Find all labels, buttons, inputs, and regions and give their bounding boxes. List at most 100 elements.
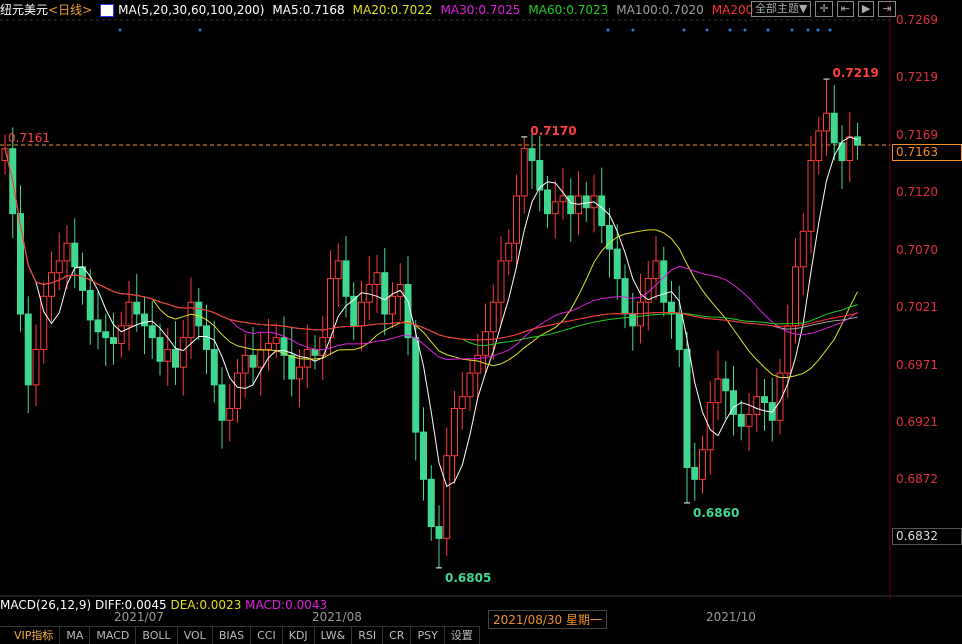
chart-icon [100, 4, 115, 17]
price-tick: 0.7120 [896, 185, 938, 199]
play-icon[interactable]: ▶ [857, 1, 875, 17]
candle-body [63, 242, 71, 262]
candle-body [683, 348, 691, 469]
tab-10[interactable]: CR [383, 627, 412, 644]
candle-body [753, 396, 761, 415]
event-dot [766, 28, 770, 32]
date-tick: 2021/10 [706, 610, 756, 624]
candle-body [606, 224, 613, 250]
candle-body [714, 378, 722, 404]
tab-2[interactable]: MACD [90, 627, 137, 644]
ma20-value: MA20:0.7022 [352, 3, 433, 17]
candle-body [466, 372, 474, 398]
candle-body [257, 348, 265, 368]
candle-body [722, 378, 730, 392]
candlestick-chart[interactable]: 0.7219 0.7170 0.6805 0.6860 [0, 0, 962, 600]
candle-body [536, 160, 544, 191]
candle-body [303, 348, 311, 368]
candle-body [528, 148, 536, 162]
candle-body [815, 130, 823, 162]
price-tick: 0.7219 [896, 70, 938, 84]
candle-body [381, 272, 389, 315]
candle-body [288, 354, 296, 380]
candle-body [110, 337, 117, 345]
tab-12[interactable]: 设置 [445, 627, 480, 644]
candle-body [420, 431, 427, 480]
candle-body [582, 195, 590, 209]
tab-11[interactable]: PSY [411, 627, 445, 644]
candle-body [350, 295, 358, 327]
candle-body [404, 283, 412, 339]
event-dot [606, 28, 610, 32]
tab-3[interactable]: BOLL [136, 627, 178, 644]
tab-1[interactable]: MA [60, 627, 91, 644]
ma60-line [4, 148, 858, 347]
candle-body [505, 242, 513, 262]
chart-header: 纽元美元 <日线> MA(5,20,30,60,100,200) MA5:0.7… [0, 0, 753, 20]
event-dot [828, 28, 832, 32]
candle-body [823, 112, 830, 132]
candle-body [172, 348, 179, 368]
tab-5[interactable]: BIAS [213, 627, 252, 644]
crosshair-icon[interactable]: ✛ [815, 1, 833, 17]
candle-body [102, 331, 110, 339]
candle-body [776, 372, 784, 421]
candle-body [706, 402, 714, 451]
candle-body [830, 112, 838, 144]
tab-0[interactable]: VIP指标 [0, 627, 61, 644]
symbol-name[interactable]: 纽元美元 [0, 3, 49, 17]
candle-body [792, 266, 799, 327]
ma100-line [4, 148, 858, 341]
indicator-tabs: VIP指标 MA MACD BOLL VOL BIAS CCI KDJ LW& RSI CR PSY 设… [0, 626, 480, 644]
candle-body [17, 213, 24, 315]
candle-body [234, 372, 241, 409]
macd-legend: MACD(26,12,9) DIFF:0.0045 DEA:0.0023 MAC… [0, 598, 327, 612]
candle-body [218, 384, 226, 421]
candle-body [737, 413, 745, 427]
candle-body [629, 313, 637, 327]
candle-body [551, 201, 559, 215]
candle-body [559, 195, 567, 203]
tab-4[interactable]: VOL [178, 627, 213, 644]
tab-7[interactable]: KDJ [283, 627, 315, 644]
candle-body [644, 278, 652, 303]
candle-body [311, 348, 319, 356]
candle-body [699, 449, 706, 480]
ma60-value: MA60:0.7023 [528, 3, 609, 17]
candle-body [133, 301, 141, 315]
extreme-label: 0.6805 [445, 571, 491, 585]
candle-body [94, 319, 102, 333]
price-tick: 0.7021 [896, 300, 938, 314]
candle-body [40, 295, 48, 350]
exit-icon[interactable]: ⇥ [878, 1, 896, 17]
tab-6[interactable]: CCI [251, 627, 283, 644]
candle-body [280, 337, 288, 356]
candle-body [652, 260, 660, 280]
candle-body [745, 413, 753, 427]
candle-body [210, 348, 218, 386]
candle-body [241, 354, 249, 374]
macd-params: MACD(26,12,9) [0, 598, 92, 612]
candle-body [48, 272, 55, 297]
candle-body [265, 343, 272, 350]
candle-body [520, 148, 528, 197]
zoom-range-icon[interactable]: ⇤ [836, 1, 854, 17]
candle-body [675, 313, 683, 350]
candle-body [482, 331, 489, 356]
tab-8[interactable]: LW& [315, 627, 353, 644]
candle-body [730, 390, 737, 415]
candle-body [389, 295, 396, 315]
ma200-line [4, 148, 858, 341]
ma20-line [4, 148, 858, 378]
ma200-value: MA200 [711, 3, 754, 17]
candle-body [451, 407, 458, 457]
candle-body [660, 260, 668, 303]
candle-body [474, 354, 482, 374]
candle-body [427, 478, 435, 528]
candle-body [784, 325, 792, 374]
candle-body [156, 337, 164, 362]
candle-body [807, 160, 815, 232]
period-selector[interactable]: <日线> [48, 3, 93, 17]
tab-9[interactable]: RSI [352, 627, 384, 644]
theme-dropdown[interactable]: 全部主题▼ [751, 1, 812, 17]
